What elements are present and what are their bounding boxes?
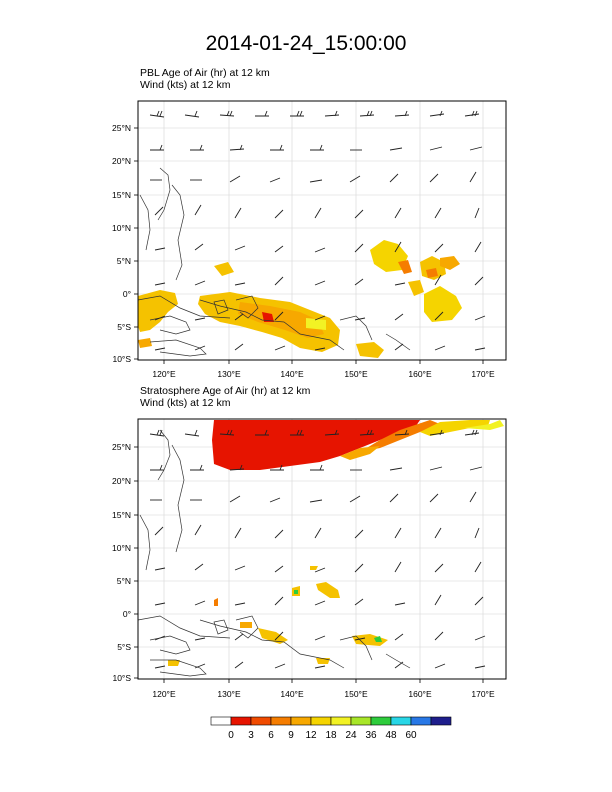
colorbar-swatch	[390, 716, 412, 726]
top-lon-labels: 120°E 130°E 140°E 150°E 160°E 170°E	[152, 369, 495, 379]
bottom-map-panel: 25°N 20°N 15°N 10°N 5°N 0° 5°S 10°S 120°…	[112, 418, 507, 699]
colorbar-swatch	[210, 716, 232, 726]
bottom-lon-label: 130°E	[217, 689, 241, 699]
colorbar-tick-label: 60	[405, 730, 417, 741]
top-lon-label: 150°E	[344, 369, 368, 379]
bottom-lat-label: 25°N	[112, 442, 131, 452]
bottom-lon-label: 150°E	[344, 689, 368, 699]
top-lon-label: 120°E	[152, 369, 176, 379]
colorbar-tick-label: 48	[385, 730, 397, 741]
colorbar-swatch	[350, 716, 372, 726]
colorbar-swatch	[250, 716, 272, 726]
colorbar-swatch	[410, 716, 432, 726]
top-pbl-age-shading	[138, 240, 462, 358]
top-lat-label: 10°N	[112, 223, 131, 233]
colorbar-swatch	[330, 716, 352, 726]
colorbar-swatches	[210, 716, 452, 726]
bottom-lon-label: 140°E	[280, 689, 304, 699]
colorbar-swatch	[230, 716, 252, 726]
bottom-lat-ticks	[134, 446, 138, 679]
bottom-strat-age-shading	[168, 420, 504, 666]
bottom-lat-label: 10°S	[112, 673, 131, 683]
colorbar-tick-label: 9	[288, 730, 294, 741]
bottom-panel-header: Stratosphere Age of Air (hr) at 12 km Wi…	[140, 385, 310, 409]
top-panel-field-label: PBL Age of Air (hr) at 12 km	[140, 67, 270, 79]
bottom-panel-field-label: Stratosphere Age of Air (hr) at 12 km	[140, 385, 311, 397]
bottom-lat-label: 15°N	[112, 510, 131, 520]
colorbar-tick-label: 24	[345, 730, 357, 741]
bottom-lon-ticks	[163, 679, 484, 683]
colorbar-tick-label: 18	[325, 730, 337, 741]
top-lon-label: 130°E	[217, 369, 241, 379]
top-lon-ticks	[163, 360, 484, 364]
top-lon-label: 160°E	[408, 369, 432, 379]
top-wind-barbs	[149, 110, 486, 351]
bottom-lat-label: 10°N	[112, 543, 131, 553]
top-lat-label: 20°N	[112, 156, 131, 166]
colorbar-tick-label: 3	[248, 730, 254, 741]
colorbar-swatch	[270, 716, 292, 726]
colorbar-swatch	[430, 716, 452, 726]
top-lon-label: 140°E	[280, 369, 304, 379]
top-lat-label: 5°N	[117, 256, 131, 266]
bottom-lon-label: 120°E	[152, 689, 176, 699]
top-coastlines	[137, 167, 411, 357]
bottom-lon-label: 170°E	[471, 689, 495, 699]
top-panel-header: PBL Age of Air (hr) at 12 km Wind (kts) …	[140, 67, 270, 91]
colorbar-tick-label: 36	[365, 730, 377, 741]
top-lat-label: 0°	[123, 289, 131, 299]
top-map-frame	[137, 100, 507, 361]
colorbar-swatch	[310, 716, 332, 726]
top-lon-label: 170°E	[471, 369, 495, 379]
colorbar-tick-label: 6	[268, 730, 274, 741]
bottom-panel-wind-label: Wind (kts) at 12 km	[140, 397, 231, 409]
top-lat-label: 5°S	[117, 322, 131, 332]
figure-title: 2014-01-24_15:00:00	[205, 32, 407, 55]
colorbar-swatch	[370, 716, 392, 726]
top-lat-label: 15°N	[112, 190, 131, 200]
bottom-lon-label: 160°E	[408, 689, 432, 699]
top-lat-label: 25°N	[112, 123, 131, 133]
bottom-lat-label: 5°N	[117, 576, 131, 586]
bottom-wind-barbs	[149, 429, 486, 669]
bottom-lat-label: 5°S	[117, 642, 131, 652]
bottom-lat-label: 0°	[123, 609, 131, 619]
bottom-map-frame	[137, 418, 507, 680]
bottom-lat-labels: 25°N 20°N 15°N 10°N 5°N 0° 5°S 10°S	[112, 442, 131, 683]
top-panel-wind-label: Wind (kts) at 12 km	[140, 79, 231, 91]
bottom-lon-labels: 120°E 130°E 140°E 150°E 160°E 170°E	[152, 689, 495, 699]
bottom-lat-label: 20°N	[112, 476, 131, 486]
top-lat-labels: 25°N 20°N 15°N 10°N 5°N 0° 5°S 10°S	[112, 123, 131, 364]
colorbar: 0 3 6 9 12 18 24 36 48 60	[210, 716, 452, 741]
top-lat-ticks	[134, 127, 138, 360]
colorbar-tick-label: 12	[305, 730, 317, 741]
colorbar-labels: 0 3 6 9 12 18 24 36 48 60	[228, 730, 417, 741]
top-map-panel: 25°N 20°N 15°N 10°N 5°N 0° 5°S 10°S 120°…	[112, 100, 507, 379]
bottom-coastlines	[137, 429, 411, 677]
colorbar-swatch	[290, 716, 312, 726]
top-lat-label: 10°S	[112, 354, 131, 364]
colorbar-tick-label: 0	[228, 730, 234, 741]
